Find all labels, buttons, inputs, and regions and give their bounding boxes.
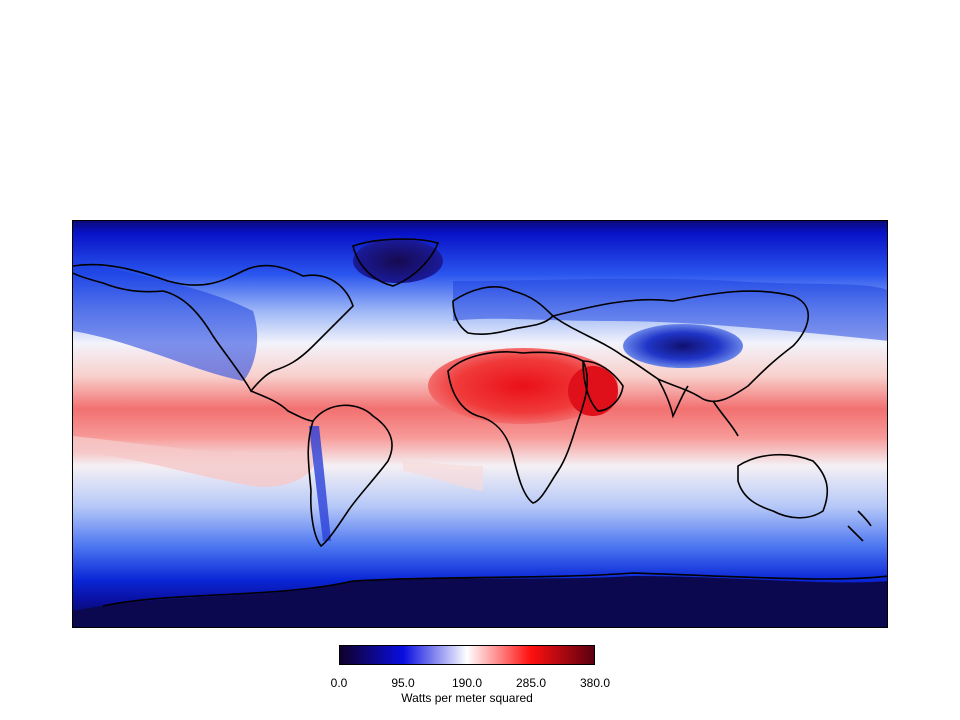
coast-arabia	[582, 360, 624, 412]
coast-new-zealand	[857, 510, 872, 527]
atlantic-tongue	[403, 461, 483, 491]
colorbar-tick-label: 95.0	[391, 676, 415, 690]
tibet-coldspot	[623, 324, 743, 368]
colorbar-tick-label: 380.0	[579, 676, 611, 690]
coast-nz-south	[847, 525, 864, 542]
colorbar-tick-label: 190.0	[451, 676, 483, 690]
coast-greenland	[352, 238, 440, 287]
world-map	[72, 220, 888, 628]
coast-asia	[551, 290, 810, 403]
world-map-svg	[73, 221, 887, 627]
colorbar-tick-label: 285.0	[515, 676, 547, 690]
andes-shade	[309, 426, 331, 541]
antarctica-shade	[73, 576, 887, 627]
coast-south-america	[307, 404, 393, 548]
coast-se-asia	[712, 400, 739, 437]
coast-india	[657, 378, 689, 419]
arabia-hotspot	[568, 366, 618, 416]
coast-antarctica	[102, 572, 887, 607]
colorbar-tick-label: 0.0	[330, 676, 348, 690]
coast-north-america	[73, 263, 354, 393]
colorbar-gradient	[339, 645, 595, 665]
coast-central-america	[250, 390, 314, 422]
coast-australia	[737, 453, 829, 519]
coast-europe	[452, 286, 555, 336]
greenland-shade	[353, 239, 443, 283]
pacific-tongue	[73, 436, 315, 487]
eurasia-shade	[453, 278, 887, 341]
north-america-shade	[73, 261, 258, 381]
coastlines	[73, 238, 887, 607]
colorbar	[339, 645, 595, 665]
colorbar-title: Watts per meter squared	[401, 691, 533, 705]
sahara-hotspot	[428, 348, 618, 424]
coast-africa	[447, 351, 589, 504]
